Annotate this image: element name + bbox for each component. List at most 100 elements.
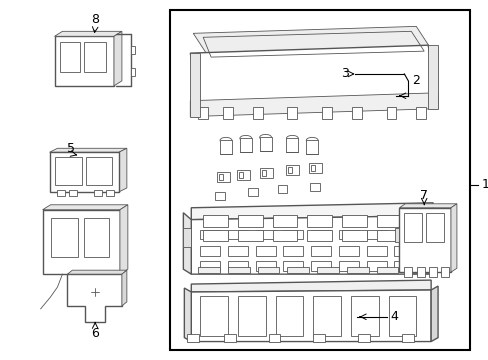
Bar: [286, 138, 298, 152]
Polygon shape: [122, 270, 126, 306]
Polygon shape: [190, 93, 437, 117]
Bar: [200, 296, 227, 336]
Polygon shape: [399, 204, 456, 208]
Bar: [286, 165, 299, 175]
Bar: [61, 42, 80, 72]
Bar: [200, 261, 220, 271]
Bar: [357, 334, 369, 342]
Bar: [84, 42, 106, 72]
Bar: [238, 172, 243, 178]
Bar: [275, 296, 303, 336]
Bar: [247, 188, 257, 196]
Polygon shape: [191, 216, 432, 274]
Polygon shape: [191, 280, 430, 292]
Bar: [310, 261, 330, 271]
Bar: [283, 261, 303, 271]
Polygon shape: [193, 26, 430, 56]
Bar: [338, 261, 358, 271]
Ellipse shape: [220, 138, 231, 143]
Polygon shape: [427, 45, 437, 109]
Text: 2: 2: [411, 75, 419, 87]
Bar: [305, 140, 318, 154]
Bar: [200, 230, 220, 239]
Bar: [366, 246, 386, 256]
Polygon shape: [49, 148, 126, 152]
Bar: [272, 215, 297, 226]
Bar: [306, 215, 331, 226]
Bar: [388, 296, 415, 336]
Bar: [54, 36, 114, 86]
Ellipse shape: [73, 284, 85, 296]
Bar: [170, 9, 469, 351]
Bar: [309, 183, 320, 191]
Bar: [312, 296, 340, 336]
Bar: [187, 334, 199, 342]
Polygon shape: [432, 222, 440, 242]
Bar: [255, 230, 275, 239]
Bar: [317, 267, 338, 273]
Bar: [351, 107, 361, 118]
Bar: [399, 208, 450, 272]
Bar: [346, 267, 368, 273]
Text: 7: 7: [419, 189, 427, 202]
Bar: [283, 246, 303, 256]
Bar: [288, 167, 292, 173]
Bar: [198, 107, 208, 118]
Bar: [227, 261, 247, 271]
Polygon shape: [119, 148, 126, 192]
Bar: [259, 138, 271, 151]
Bar: [310, 230, 330, 239]
Polygon shape: [191, 203, 432, 220]
Bar: [224, 334, 235, 342]
Bar: [394, 246, 413, 256]
Bar: [84, 218, 109, 257]
Polygon shape: [183, 228, 191, 247]
Bar: [198, 267, 220, 273]
Bar: [376, 215, 401, 226]
Bar: [69, 190, 77, 196]
Bar: [237, 230, 262, 242]
Bar: [310, 246, 330, 256]
Bar: [426, 213, 443, 242]
Bar: [94, 190, 102, 196]
Polygon shape: [67, 274, 122, 322]
Text: 8: 8: [91, 13, 99, 26]
Bar: [237, 215, 262, 226]
Bar: [257, 267, 279, 273]
Bar: [227, 246, 247, 256]
Bar: [255, 246, 275, 256]
Ellipse shape: [91, 288, 99, 296]
Bar: [236, 170, 249, 180]
Bar: [219, 174, 223, 180]
Bar: [200, 246, 220, 256]
Bar: [227, 267, 249, 273]
Bar: [341, 215, 366, 226]
Bar: [440, 267, 448, 277]
Bar: [220, 140, 231, 154]
Bar: [395, 228, 399, 242]
Bar: [287, 267, 308, 273]
Text: 6: 6: [91, 327, 99, 340]
Bar: [308, 163, 322, 173]
Bar: [338, 230, 358, 239]
Polygon shape: [42, 205, 127, 210]
Bar: [322, 107, 331, 118]
Bar: [54, 157, 82, 185]
Bar: [259, 168, 272, 178]
Polygon shape: [184, 288, 191, 342]
Bar: [366, 261, 386, 271]
Bar: [415, 107, 426, 118]
Ellipse shape: [104, 284, 116, 296]
Bar: [394, 230, 413, 239]
Bar: [366, 230, 386, 239]
Bar: [227, 230, 247, 239]
Bar: [287, 107, 297, 118]
Bar: [312, 334, 325, 342]
Bar: [306, 230, 331, 242]
Bar: [394, 261, 413, 271]
Bar: [402, 334, 413, 342]
Bar: [338, 246, 358, 256]
Bar: [277, 185, 287, 193]
Text: 4: 4: [390, 310, 398, 323]
Bar: [255, 261, 275, 271]
